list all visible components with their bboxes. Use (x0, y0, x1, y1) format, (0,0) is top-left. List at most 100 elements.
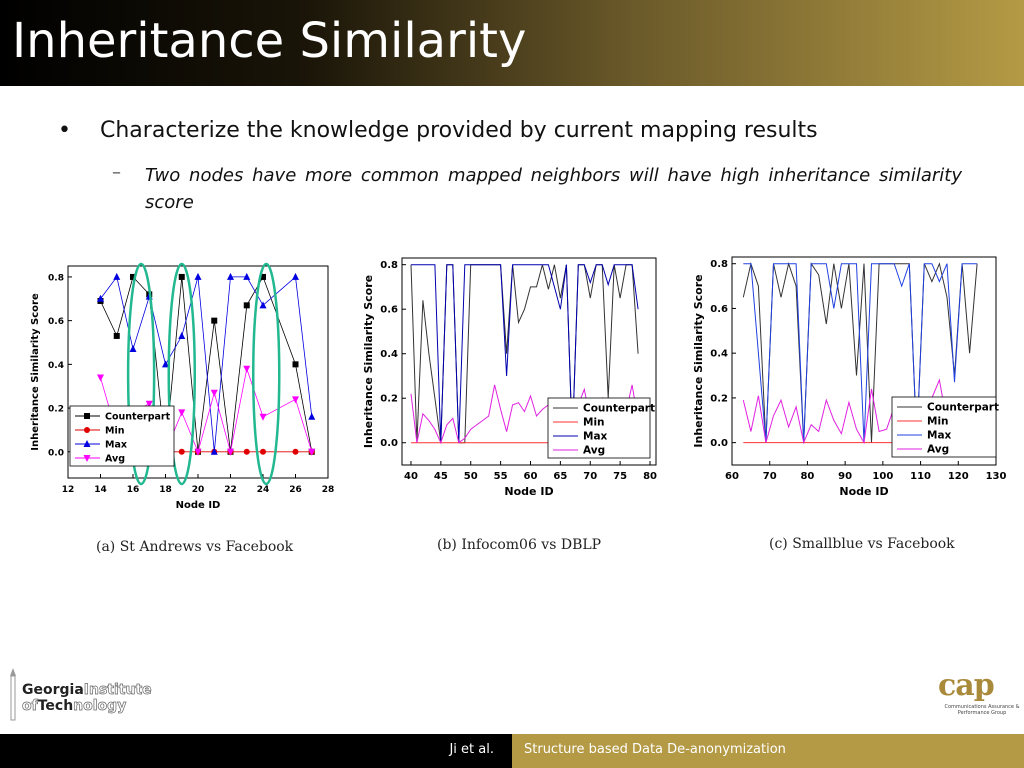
data-point-max (178, 331, 186, 339)
x-tick-label: 45 (434, 471, 448, 482)
y-tick-label: 0.8 (48, 273, 64, 283)
y-tick-label: 0.0 (48, 448, 64, 458)
y-tick-label: 0.6 (710, 304, 728, 315)
bullet-marker: • (58, 118, 71, 143)
legend-label: Avg (583, 445, 605, 457)
legend-label: Min (927, 416, 949, 428)
data-point-avg (178, 409, 186, 417)
chart-svg-0: 12 14 16 18 20 22 24 26 28 0.0 0.2 0.4 0.6 0.8 Node ID… (30, 262, 335, 511)
x-tick-label: 80 (643, 471, 657, 482)
x-tick-label: 110 (910, 471, 931, 482)
data-point-counterpart (178, 273, 185, 280)
x-tick-label: 28 (322, 485, 335, 495)
tower-icon (10, 668, 16, 721)
y-tick-label: 0.2 (48, 405, 64, 415)
series-max (743, 263, 978, 443)
x-tick-label: 40 (404, 471, 418, 482)
caption-a: (a) St Andrews vs Facebook (96, 539, 294, 555)
data-point-avg (259, 413, 267, 421)
x-tick-label: 18 (159, 485, 172, 495)
legend-label: Avg (927, 444, 949, 456)
x-tick-label: 16 (127, 485, 140, 495)
data-point-counterpart (292, 361, 299, 368)
legend-label: Min (105, 426, 125, 437)
sub-bullet-text: Two nodes have more common mapped neighb… (145, 165, 962, 213)
legend-marker (83, 455, 91, 462)
data-point-min (292, 448, 299, 455)
chart-svg-2: 60 70 80 90 100 110 120 130 0.0 0.2 0.4 0.6 0.8 Node … (692, 256, 1006, 498)
y-axis-label: Inheritance Similarity Score (692, 274, 705, 447)
cap-subtitle: Communications Assurance & Performance G… (944, 704, 1020, 716)
data-point-max (292, 272, 299, 280)
data-point-max (308, 412, 316, 420)
x-tick-label: 14 (94, 485, 107, 495)
chart-infocom: 40 45 50 55 60 65 70 75 80 0.0 0.2 0.4 0.6 0.8 Node ID… (340, 250, 670, 508)
x-tick-label: 70 (763, 471, 777, 482)
series-counterpart (742, 261, 978, 443)
data-point-counterpart (260, 273, 266, 280)
series-line-max (743, 263, 978, 443)
data-point-avg (97, 374, 104, 382)
x-tick-label: 100 (872, 471, 893, 482)
georgia-tech-logo: GeorgiaInstitute ofTechnology (8, 668, 178, 722)
chart-smallblue: 60 70 80 90 100 110 120 130 0.0 0.2 0.4 0.6 0.8 Node … (680, 250, 1006, 508)
y-tick-label: 0.0 (710, 438, 728, 449)
y-tick-label: 0.6 (380, 305, 398, 316)
legend-label: Max (105, 440, 127, 451)
footer-title: Structure based Data De-anonymization (524, 742, 786, 757)
y-tick-label: 0.0 (380, 438, 398, 449)
series-line-counterpart (742, 261, 978, 443)
legend-label: Counterpart (927, 402, 999, 414)
data-point-avg (243, 365, 251, 373)
data-point-avg (308, 448, 316, 456)
chart-st-andrews: 12 14 16 18 20 22 24 26 28 0.0 0.2 0.4 0.6 0.8 Node ID… (28, 258, 338, 511)
gt-of: of (22, 698, 38, 715)
x-tick-label: 70 (583, 471, 597, 482)
x-tick-label: 12 (62, 485, 75, 495)
x-tick-label: 55 (494, 471, 508, 482)
y-tick-label: 0.4 (710, 349, 728, 360)
series-max (411, 264, 639, 443)
caption-c: (c) Smallblue vs Facebook (769, 536, 955, 552)
x-tick-label: 130 (986, 471, 1007, 482)
data-point-avg (292, 396, 299, 404)
data-point-max (243, 272, 251, 280)
y-tick-label: 0.6 (48, 317, 64, 327)
x-axis-label: Node ID (839, 485, 888, 498)
highlight-ellipse (126, 262, 156, 486)
data-point-min (260, 448, 266, 455)
data-point-avg (145, 400, 153, 408)
gt-nology: nology (73, 698, 127, 715)
chart-svg-1: 40 45 50 55 60 65 70 75 80 0.0 0.2 0.4 0.6 0.8 Node ID… (362, 257, 657, 498)
gt-institute: Institute (83, 682, 152, 699)
data-point-avg (210, 389, 218, 397)
gt-line1: GeorgiaInstitute (22, 682, 152, 699)
y-axis-label: Inheritance Similarity Score (362, 275, 375, 448)
x-tick-label: 20 (192, 485, 205, 495)
data-point-counterpart (113, 332, 120, 339)
series-line-max (411, 264, 639, 443)
x-tick-label: 22 (224, 485, 237, 495)
series-max (97, 272, 316, 455)
x-tick-label: 24 (257, 485, 270, 495)
data-point-max (162, 360, 169, 368)
cap-word: cap (938, 668, 995, 703)
gt-line2: ofTechnology (22, 698, 127, 715)
y-axis-label: Inheritance Similarity Score (30, 293, 41, 451)
legend: Counterpart Min Max Avg (69, 405, 175, 467)
footer-left: Ji et al. (0, 734, 512, 768)
y-tick-label: 0.8 (710, 259, 728, 270)
cap-logo: cap Communications Assurance & Performan… (930, 664, 1022, 730)
footer-author: Ji et al. (449, 742, 494, 757)
highlight-ellipse (252, 262, 281, 486)
x-axis-label: Node ID (504, 485, 553, 498)
gt-tech: Tech (37, 698, 74, 714)
data-point-avg (194, 448, 202, 456)
y-tick-label: 0.8 (380, 260, 398, 271)
x-tick-label: 120 (948, 471, 969, 482)
title-bar: Inheritance Similarity (0, 0, 1024, 86)
data-point-min (243, 448, 250, 455)
data-point-avg (227, 448, 234, 456)
data-point-max (97, 294, 104, 302)
x-tick-label: 75 (613, 471, 627, 482)
